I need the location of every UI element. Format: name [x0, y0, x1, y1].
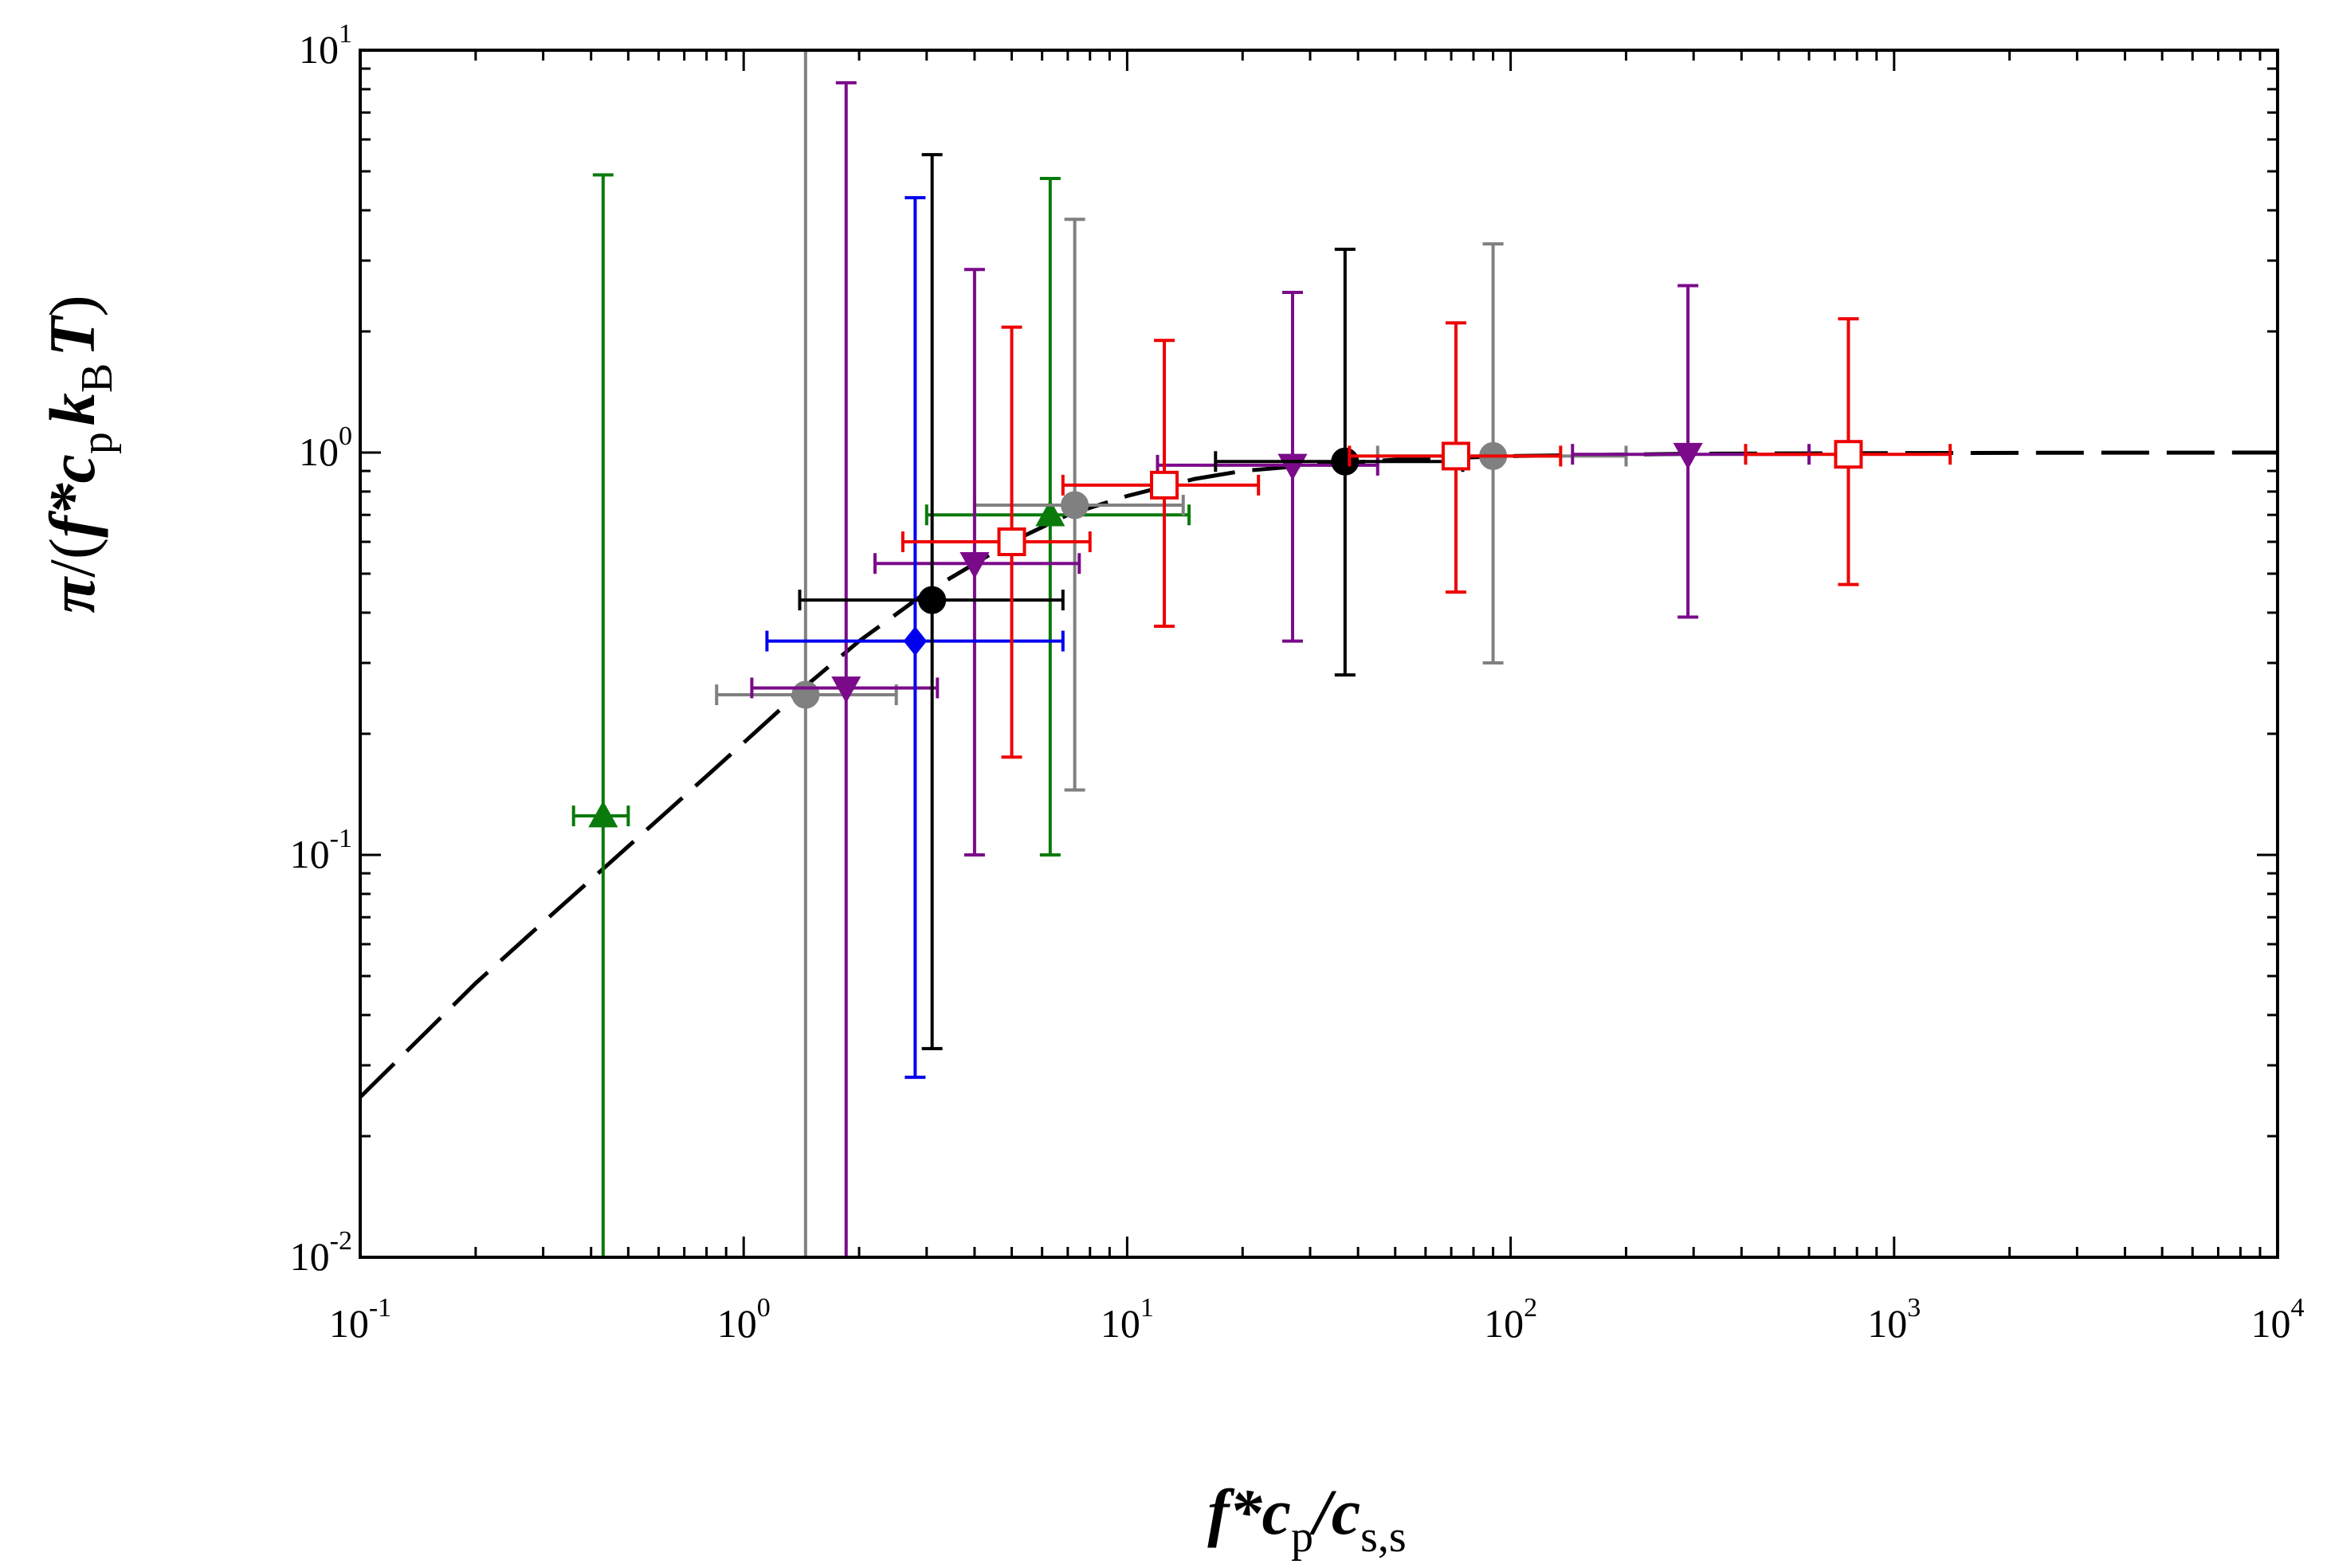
x-tick-label: 102	[1484, 1293, 1537, 1346]
y-axis-label-sub-b: B	[73, 363, 122, 393]
x-tick-exponent: 2	[1524, 1293, 1537, 1323]
x-tick-base: 10	[1101, 1301, 1140, 1346]
data-point-circle	[1061, 491, 1089, 519]
y-axis-label-k: k	[36, 393, 108, 425]
x-tick-exponent: 3	[1907, 1293, 1921, 1323]
plot-frame	[359, 49, 2279, 1259]
x-tick-label: 10-1	[329, 1293, 391, 1346]
series-purple-inverted-triangles	[750, 80, 1811, 1257]
x-tick-exponent: -1	[369, 1293, 391, 1323]
y-tick-label: 101	[299, 19, 352, 72]
series-red-open-squares	[901, 317, 1952, 759]
data-point-triangle-down	[959, 551, 990, 579]
x-tick-label: 104	[2251, 1293, 2305, 1346]
x-tick-base: 10	[329, 1301, 369, 1346]
x-axis-label-sub-s: s,s	[1360, 1512, 1407, 1562]
x-tick-base: 10	[717, 1301, 757, 1346]
data-series-layer	[571, 50, 1952, 1257]
y-tick-label: 10-2	[290, 1226, 352, 1279]
y-tick-base: 10	[290, 1234, 330, 1279]
y-axis-label-sub-p: p	[73, 432, 122, 454]
x-axis-label-main: f*c	[1207, 1476, 1291, 1548]
y-tick-exponent: 1	[339, 19, 352, 49]
y-axis-label-pi: π	[36, 576, 108, 613]
data-point-triangle-down	[831, 676, 861, 704]
y-tick-exponent: 0	[339, 421, 352, 451]
data-point-square	[1834, 440, 1863, 469]
x-tick-label: 103	[1867, 1293, 1921, 1346]
x-tick-label: 101	[1101, 1293, 1154, 1346]
data-point-square	[1441, 441, 1470, 471]
y-tick-base: 10	[290, 832, 330, 876]
x-tick-base: 10	[1484, 1301, 1524, 1346]
x-tick-labels: 10-1 100 101 102 103 104	[329, 1293, 2305, 1346]
y-tick-label: 10-1	[290, 824, 352, 876]
data-point-triangle	[588, 800, 618, 828]
y-tick-base: 10	[299, 429, 339, 474]
data-point-square	[997, 527, 1026, 557]
y-tick-base: 10	[299, 27, 339, 72]
y-axis-label-f: f*c	[36, 454, 108, 538]
series-green-triangles	[571, 173, 1191, 1257]
y-tick-exponent: -1	[330, 824, 352, 853]
x-tick-exponent: 0	[757, 1293, 771, 1323]
x-axis-label-slash: /c	[1309, 1476, 1360, 1548]
series-blue-diamonds	[765, 196, 1065, 1080]
y-axis-label-close: )	[36, 295, 108, 316]
data-point-circle	[918, 586, 947, 614]
data-point-triangle-down	[1673, 442, 1703, 470]
y-axis-label-t: T	[36, 315, 108, 357]
x-tick-exponent: 4	[2291, 1293, 2305, 1323]
data-point-triangle	[1035, 500, 1065, 527]
y-axis-label-open: /(	[36, 538, 108, 578]
x-tick-base: 10	[1867, 1301, 1907, 1346]
data-point-circle	[1331, 447, 1360, 476]
x-tick-base: 10	[2251, 1301, 2291, 1346]
data-point-diamond	[903, 626, 928, 657]
data-point-circle	[791, 680, 820, 709]
y-tick-label: 100	[299, 421, 352, 474]
x-tick-label: 100	[717, 1293, 771, 1346]
y-tick-exponent: -2	[330, 1226, 352, 1256]
x-axis-label: f*cp/cs,s	[1207, 1476, 1406, 1562]
y-axis-label: π/(f*cpkBT)	[36, 295, 122, 613]
data-point-square	[1150, 470, 1179, 500]
x-tick-exponent: 1	[1140, 1293, 1154, 1323]
x-axis-label-sub-p: p	[1291, 1512, 1313, 1562]
